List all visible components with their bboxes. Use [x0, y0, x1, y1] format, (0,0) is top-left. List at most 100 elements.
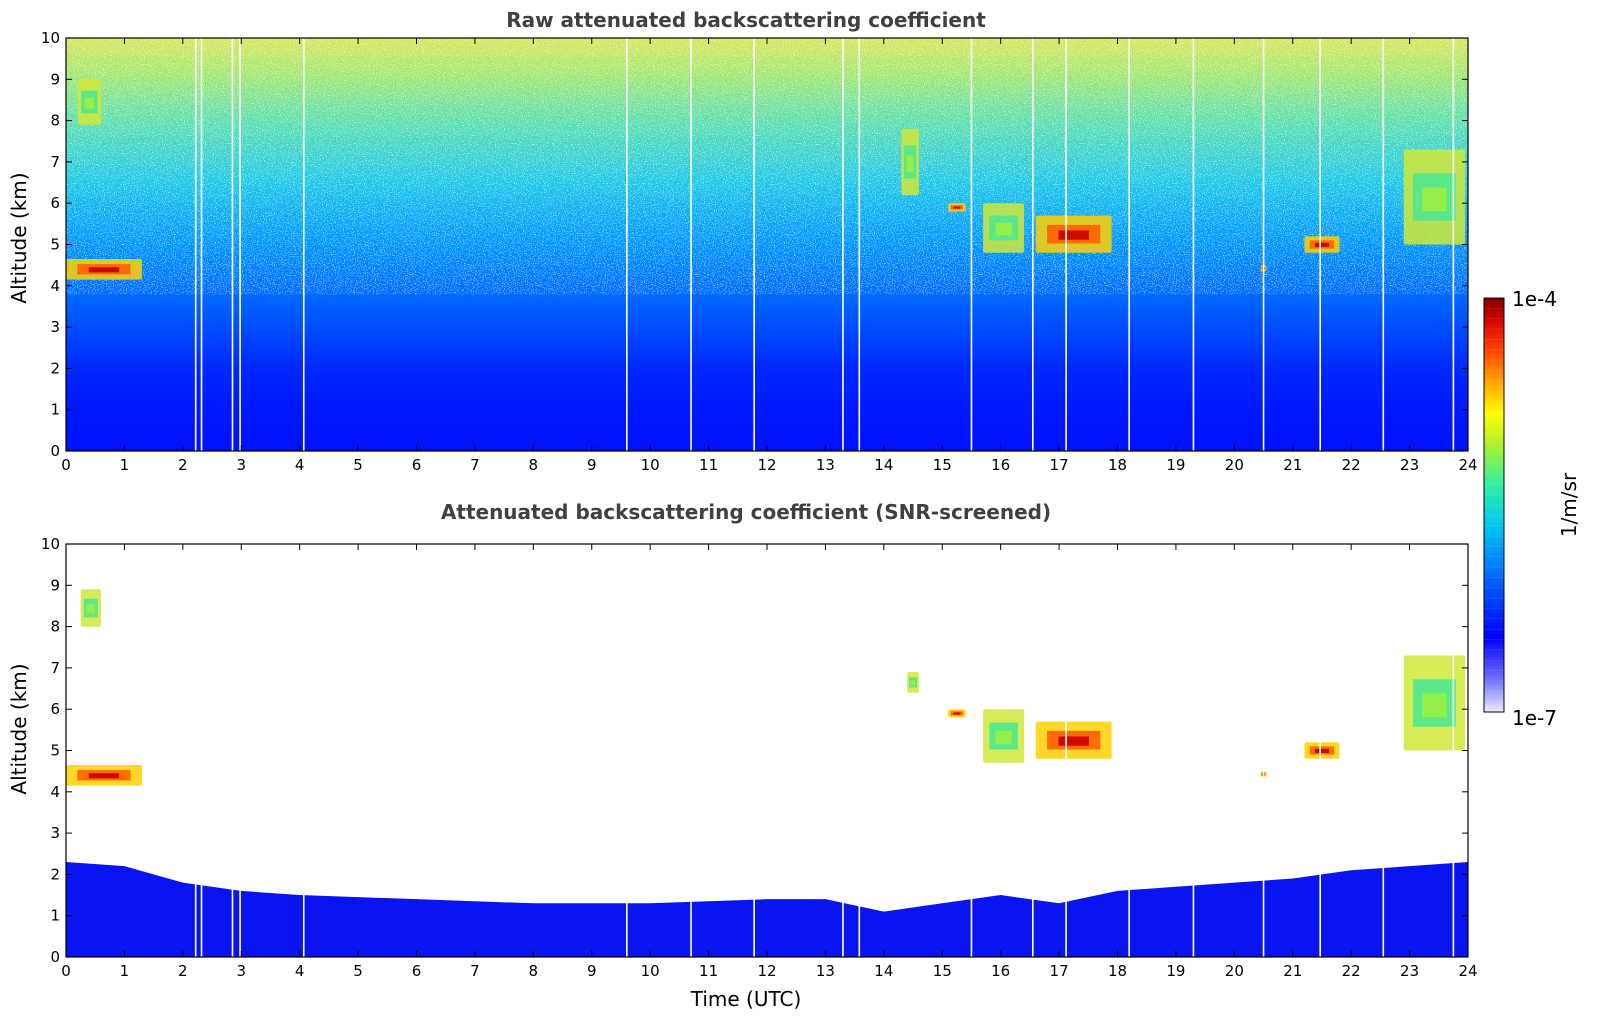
x-tick-label: 11 — [699, 456, 718, 474]
x-tick-label: 8 — [529, 962, 539, 980]
screened-backscatter-panel: Attenuated backscattering coefficient (S… — [7, 500, 1478, 1011]
y-tick-label: 10 — [41, 535, 60, 553]
feature-layer-0 — [66, 764, 142, 786]
data-gap-line — [239, 544, 241, 957]
y-tick-label: 8 — [50, 112, 60, 130]
feature-core — [953, 712, 961, 715]
x-tick-label: 23 — [1400, 962, 1419, 980]
x-tick-label: 2 — [178, 456, 188, 474]
data-gap-line — [1031, 38, 1034, 451]
x-tick-label: 16 — [991, 456, 1010, 474]
data-gap-line — [1452, 38, 1455, 451]
screened-y-ticks: 0 1 2 3 4 5 6 7 8 9 10 — [41, 535, 1468, 966]
data-gap-line — [842, 38, 844, 451]
x-tick-label: 10 — [641, 962, 660, 980]
raw-y-axis-label: Altitude (km) — [7, 172, 31, 303]
feature-core — [906, 155, 914, 172]
feature-layer-5 — [1035, 721, 1112, 759]
data-gap-line — [1262, 544, 1265, 957]
x-tick-label: 20 — [1225, 456, 1244, 474]
x-tick-label: 6 — [412, 456, 422, 474]
data-gap-line — [1382, 544, 1385, 957]
data-gap-line — [690, 38, 692, 451]
x-tick-label: 19 — [1166, 456, 1185, 474]
y-tick-label: 0 — [50, 948, 60, 966]
data-gap-line — [858, 544, 861, 957]
x-tick-label: 24 — [1458, 456, 1477, 474]
data-gap-line — [200, 544, 203, 957]
feature-layer-3 — [948, 709, 966, 718]
x-tick-label: 2 — [178, 962, 188, 980]
feature-layer-5 — [1035, 215, 1112, 253]
raw-heatmap-plot-area — [65, 37, 1469, 452]
data-gap-line — [302, 544, 305, 957]
data-gap-line — [194, 544, 197, 957]
feature-core — [1058, 230, 1089, 240]
x-tick-label: 13 — [816, 456, 835, 474]
y-tick-label: 3 — [50, 318, 60, 336]
screened-heatmap-plot-area — [65, 543, 1469, 958]
x-tick-label: 9 — [587, 456, 597, 474]
feature-core — [995, 730, 1012, 745]
feature-core — [1314, 748, 1329, 753]
x-tick-label: 12 — [757, 962, 776, 980]
x-axis-label: Time (UTC) — [690, 987, 802, 1011]
colorbar-steps — [1484, 297, 1504, 702]
y-tick-label: 4 — [50, 783, 60, 801]
data-gap-line — [626, 544, 628, 957]
feature-core — [86, 604, 95, 614]
feature-layer-7 — [1304, 236, 1340, 253]
data-gap-line — [1065, 544, 1067, 957]
x-tick-label: 21 — [1283, 456, 1302, 474]
screened-x-ticks: 0 1 2 3 4 5 6 7 8 9 10 11 12 13 14 15 16 17 18 19 20 21 22 23 24 — [61, 544, 1478, 980]
x-tick-label: 19 — [1166, 962, 1185, 980]
y-tick-label: 7 — [50, 153, 60, 171]
x-tick-label: 5 — [353, 456, 363, 474]
feature-core — [1422, 187, 1447, 212]
data-gap-line — [970, 544, 973, 957]
feature-layer-3 — [948, 203, 966, 212]
data-gap-line — [858, 38, 861, 451]
data-gap-line — [231, 544, 234, 957]
data-gap-line — [1382, 38, 1385, 451]
x-tick-label: 20 — [1225, 962, 1244, 980]
screened-y-axis-label: Altitude (km) — [7, 663, 31, 794]
x-tick-label: 11 — [699, 962, 718, 980]
data-gap-line — [231, 38, 234, 451]
feature-core — [88, 267, 120, 273]
feature-core — [84, 97, 95, 109]
x-tick-label: 15 — [933, 962, 952, 980]
y-tick-label: 3 — [50, 824, 60, 842]
x-tick-label: 17 — [1050, 962, 1069, 980]
x-tick-label: 7 — [470, 456, 480, 474]
raw-backscatter-panel: Raw attenuated backscattering coefficien… — [7, 8, 1478, 474]
data-gap-line — [842, 544, 844, 957]
feature-layer-2 — [901, 128, 919, 195]
y-tick-label: 9 — [50, 576, 60, 594]
x-tick-label: 1 — [120, 962, 130, 980]
x-tick-label: 3 — [236, 456, 246, 474]
raw-x-ticks: 0 1 2 3 4 5 6 7 8 9 10 11 12 13 14 15 16 17 18 19 20 21 22 23 24 — [61, 38, 1478, 474]
feature-layer-0 — [66, 258, 142, 280]
x-tick-label: 0 — [61, 962, 71, 980]
feature-core — [995, 223, 1012, 236]
feature-core — [953, 206, 961, 209]
data-gap-line — [302, 38, 305, 451]
data-gap-line — [1319, 544, 1322, 957]
data-gap-line — [1065, 38, 1067, 451]
boundary-layer-region — [66, 862, 1468, 957]
feature-core — [1058, 736, 1089, 746]
y-tick-label: 8 — [50, 618, 60, 636]
data-gap-line — [970, 38, 973, 451]
feature-layer-1 — [77, 79, 102, 125]
colorbar-max-label: 1e-4 — [1512, 287, 1557, 311]
x-tick-label: 22 — [1342, 962, 1361, 980]
data-gap-line — [753, 38, 755, 451]
data-gap-line — [690, 544, 692, 957]
y-tick-label: 6 — [50, 194, 60, 212]
data-gap-line — [1128, 544, 1130, 957]
x-tick-label: 15 — [933, 456, 952, 474]
x-tick-label: 18 — [1108, 456, 1127, 474]
x-tick-label: 4 — [295, 456, 305, 474]
x-tick-label: 18 — [1108, 962, 1127, 980]
